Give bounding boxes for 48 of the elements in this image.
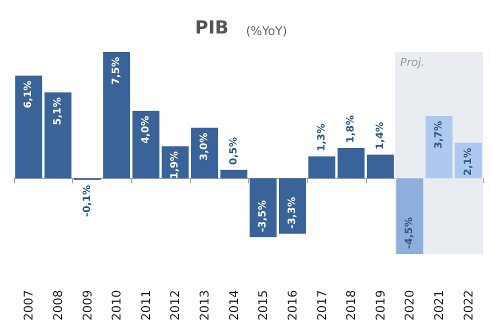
bar [338,148,365,178]
x-tick-label: 2016 [285,290,300,321]
x-tick-label: 2021 [432,290,446,321]
chart-subtitle: (%YoY) [246,24,288,38]
data-label: 1,9% [170,151,181,179]
x-tick-label: 2017 [314,290,329,321]
x-tick-label: 2019 [373,290,388,321]
x-tick-label: 2007 [22,290,36,321]
bar [132,110,160,178]
data-label: 3,7% [434,120,445,149]
data-label: -0,1% [82,184,93,217]
data-label: 7,5% [111,57,122,85]
x-tick-label: 2008 [50,290,65,321]
bar [278,178,306,234]
bar [44,92,72,178]
data-label: -3,3% [286,196,298,229]
x-tick-label: 2018 [344,290,358,321]
x-tick-label: 2013 [198,290,212,321]
data-label: -3,5% [258,200,269,232]
bar [220,170,248,178]
band-label: Proj. [400,56,425,69]
data-label: 0,5% [228,137,240,165]
x-tick-label: 2010 [110,290,124,321]
data-label: 6,1% [23,80,34,108]
data-label: 1,8% [346,115,357,143]
data-label: 4,0% [140,116,152,144]
data-label: 1,4% [374,122,386,150]
bar [103,52,130,178]
data-label: 3,0% [199,132,210,160]
data-label: 2,1% [462,148,474,176]
bar [426,116,453,178]
data-label: 5,1% [52,97,64,126]
bar [191,128,218,178]
bar [396,178,424,254]
bar [15,76,42,178]
x-tick-label: 2012 [168,290,182,321]
bar [308,156,336,178]
x-tick-label: 2015 [256,290,270,321]
x-tick-label: 2009 [80,290,94,321]
x-tick-label: 2020 [402,290,417,321]
x-tick-label: 2022 [461,290,476,321]
bar [366,154,394,178]
x-tick-label: 2014 [226,290,241,321]
chart-title: PIB [195,18,229,38]
data-label: -4,5% [404,217,416,249]
bar [250,178,277,238]
data-label: 1,3% [316,124,328,152]
x-tick-label: 2011 [138,290,153,321]
